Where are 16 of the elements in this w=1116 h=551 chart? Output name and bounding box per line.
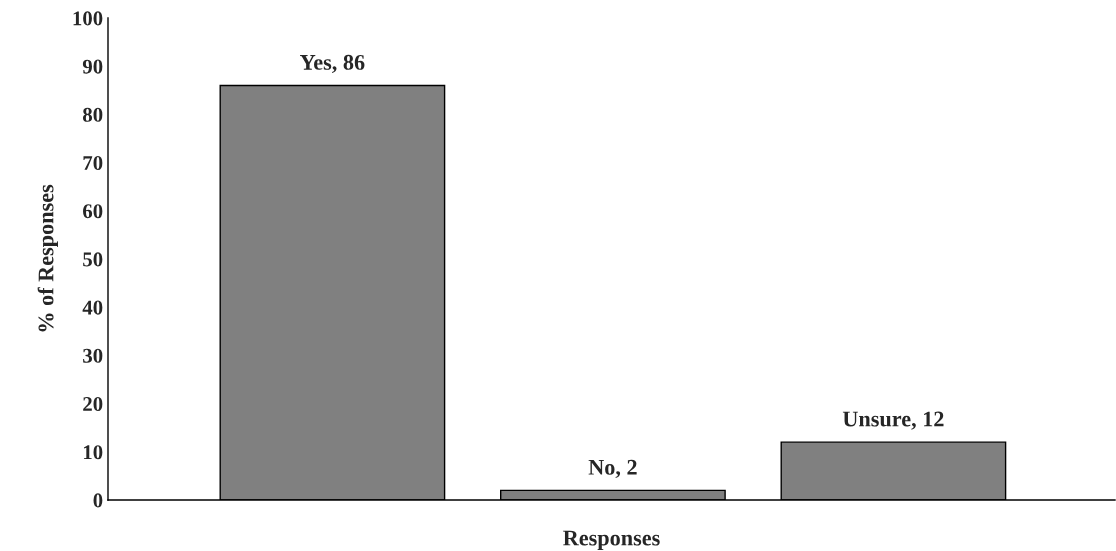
y-tick-label: 90 <box>82 59 103 74</box>
data-label: No, 2 <box>588 459 637 478</box>
y-tick-label: 50 <box>83 252 103 267</box>
y-axis-title: % of Responses <box>37 184 58 332</box>
y-tick-label: 30 <box>83 348 103 363</box>
y-tick-label: 60 <box>83 204 103 219</box>
x-axis-title: Responses <box>563 530 660 551</box>
y-tick-label: 10 <box>83 445 103 460</box>
y-tick-label: 20 <box>83 396 103 412</box>
y-tick-label: 100 <box>73 11 103 26</box>
y-tick-label: 40 <box>82 300 103 315</box>
data-label: Unsure, 12 <box>842 411 944 430</box>
y-tick-label: 0 <box>93 493 103 508</box>
y-tick-label: 70 <box>83 155 103 171</box>
y-tick-label: 80 <box>83 107 103 122</box>
data-label: Yes, 86 <box>300 54 365 74</box>
